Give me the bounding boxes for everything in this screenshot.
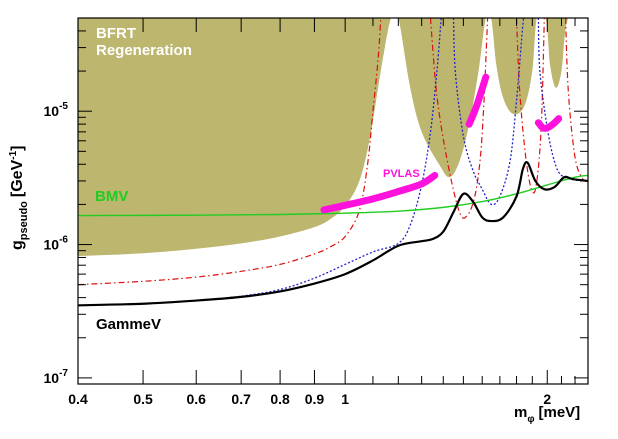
x-tick-label: 0.9 <box>305 391 325 407</box>
bmv-curve <box>78 174 588 217</box>
annotation-bmv: BMV <box>95 188 128 205</box>
x-axis-title-unit: [meV] <box>539 404 581 421</box>
curves-layer <box>78 18 588 307</box>
x-tick-label: 0.6 <box>186 391 206 407</box>
bfrt-excluded-region <box>78 18 588 257</box>
y-axis-title-sub: pseudo <box>18 201 30 240</box>
tick-labels: 0.4 0.5 0.6 0.7 0.8 0.9 1 210-710-610-5 <box>44 101 552 407</box>
y-tick-base: 10 <box>44 370 60 386</box>
x-axis-title-sub: φ <box>527 414 534 425</box>
pvlas-band-segment-3 <box>534 115 563 132</box>
x-axis-title: mφ [meV] <box>514 404 580 425</box>
y-tick-label: 10-6 <box>44 235 69 253</box>
y-tick-base: 10 <box>44 237 60 253</box>
x-axis-title-main: m <box>514 404 527 421</box>
gammev-curve <box>78 161 588 307</box>
y-axis-title-exp: -1 <box>8 150 19 159</box>
pvlas-band-segment-1 <box>320 171 439 214</box>
y-tick-exponent: -7 <box>59 368 68 379</box>
annotation-gammev: GammeV <box>96 316 161 333</box>
y-tick-base: 10 <box>44 103 60 119</box>
x-tick-label: 0.7 <box>231 391 251 407</box>
y-axis-title-main: g <box>9 240 26 250</box>
y-tick-exponent: -6 <box>59 235 68 246</box>
y-tick-exponent: -5 <box>59 101 68 112</box>
x-tick-label: 0.8 <box>270 391 290 407</box>
y-axis-title-unit: [GeV <box>9 159 26 197</box>
x-tick-label: 1 <box>341 391 349 407</box>
axis-ticks <box>77 17 589 385</box>
y-tick-label: 10-7 <box>44 368 69 386</box>
plot-frame <box>77 17 589 385</box>
x-tick-label: 0.5 <box>133 391 153 407</box>
blue-dotted-curve-segment-2 <box>452 18 526 206</box>
y-tick-label: 10-5 <box>44 101 69 119</box>
annotation-bfrt-line2: Regeneration <box>96 42 192 59</box>
annotation-bfrt-line1: BFRT <box>96 25 136 42</box>
x-tick-label: 0.4 <box>68 391 88 407</box>
y-axis-title-close: ] <box>9 146 26 151</box>
blue-dotted-curve-segment-3 <box>537 18 588 182</box>
pvlas-band-segment-2 <box>465 73 490 128</box>
y-axis-title: gpseudo [GeV-1] <box>8 146 30 250</box>
red-dashdot-curve-segment-1 <box>78 18 382 286</box>
plot-area <box>78 18 588 307</box>
annotation-pvlas: PVLAS <box>383 168 420 180</box>
x-tick-label: 2 <box>543 391 551 407</box>
